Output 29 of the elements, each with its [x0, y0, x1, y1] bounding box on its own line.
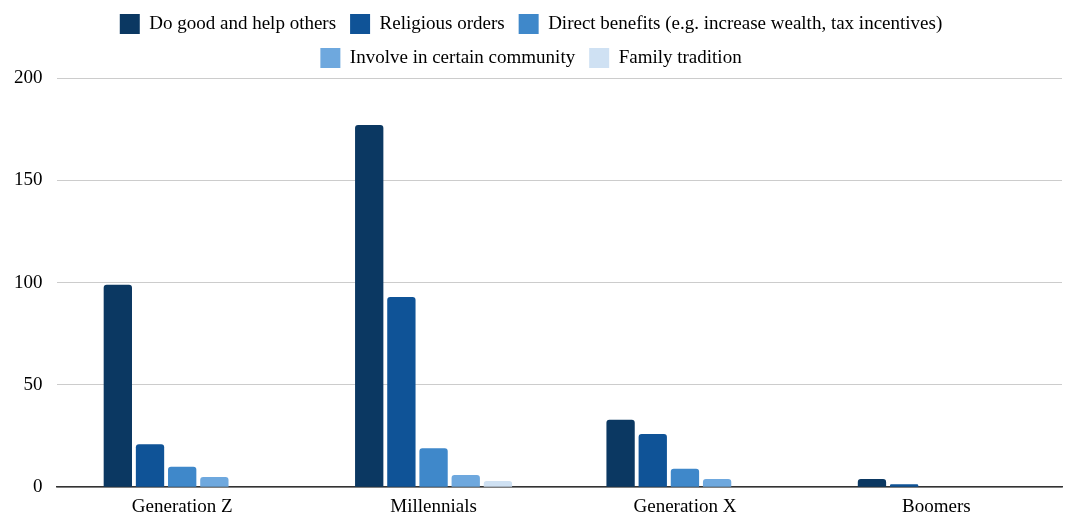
y-tick-label: 200 — [14, 65, 43, 87]
y-tick-label: 100 — [14, 270, 43, 292]
bar — [606, 419, 635, 487]
x-tick-label: Generation Z — [131, 494, 233, 516]
legend-label: Direct benefits (e.g. increase wealth, tax incentives) — [548, 11, 943, 34]
bar — [702, 479, 732, 487]
bar — [857, 479, 887, 487]
legend-label: Do good and help others — [149, 11, 337, 33]
bar — [670, 468, 700, 487]
bar — [483, 481, 513, 487]
x-tick-label: Millennials — [390, 494, 477, 516]
bar — [638, 434, 667, 487]
x-tick-label: Generation X — [633, 494, 737, 516]
bar — [135, 444, 165, 487]
legend-label: Involve in certain community — [349, 45, 576, 67]
bar — [103, 284, 132, 487]
x-tick-label: Boomers — [902, 494, 971, 516]
bar — [387, 296, 416, 487]
bar — [355, 125, 384, 487]
bar — [889, 484, 919, 487]
bar — [419, 448, 448, 487]
legend-label: Religious orders — [379, 11, 505, 33]
y-tick-label: 0 — [33, 475, 43, 497]
bar — [451, 474, 480, 487]
bar — [200, 476, 229, 487]
y-tick-label: 150 — [14, 168, 43, 190]
bar — [168, 466, 197, 487]
legend-label: Family tradition — [618, 45, 743, 67]
y-tick-label: 50 — [23, 372, 43, 394]
